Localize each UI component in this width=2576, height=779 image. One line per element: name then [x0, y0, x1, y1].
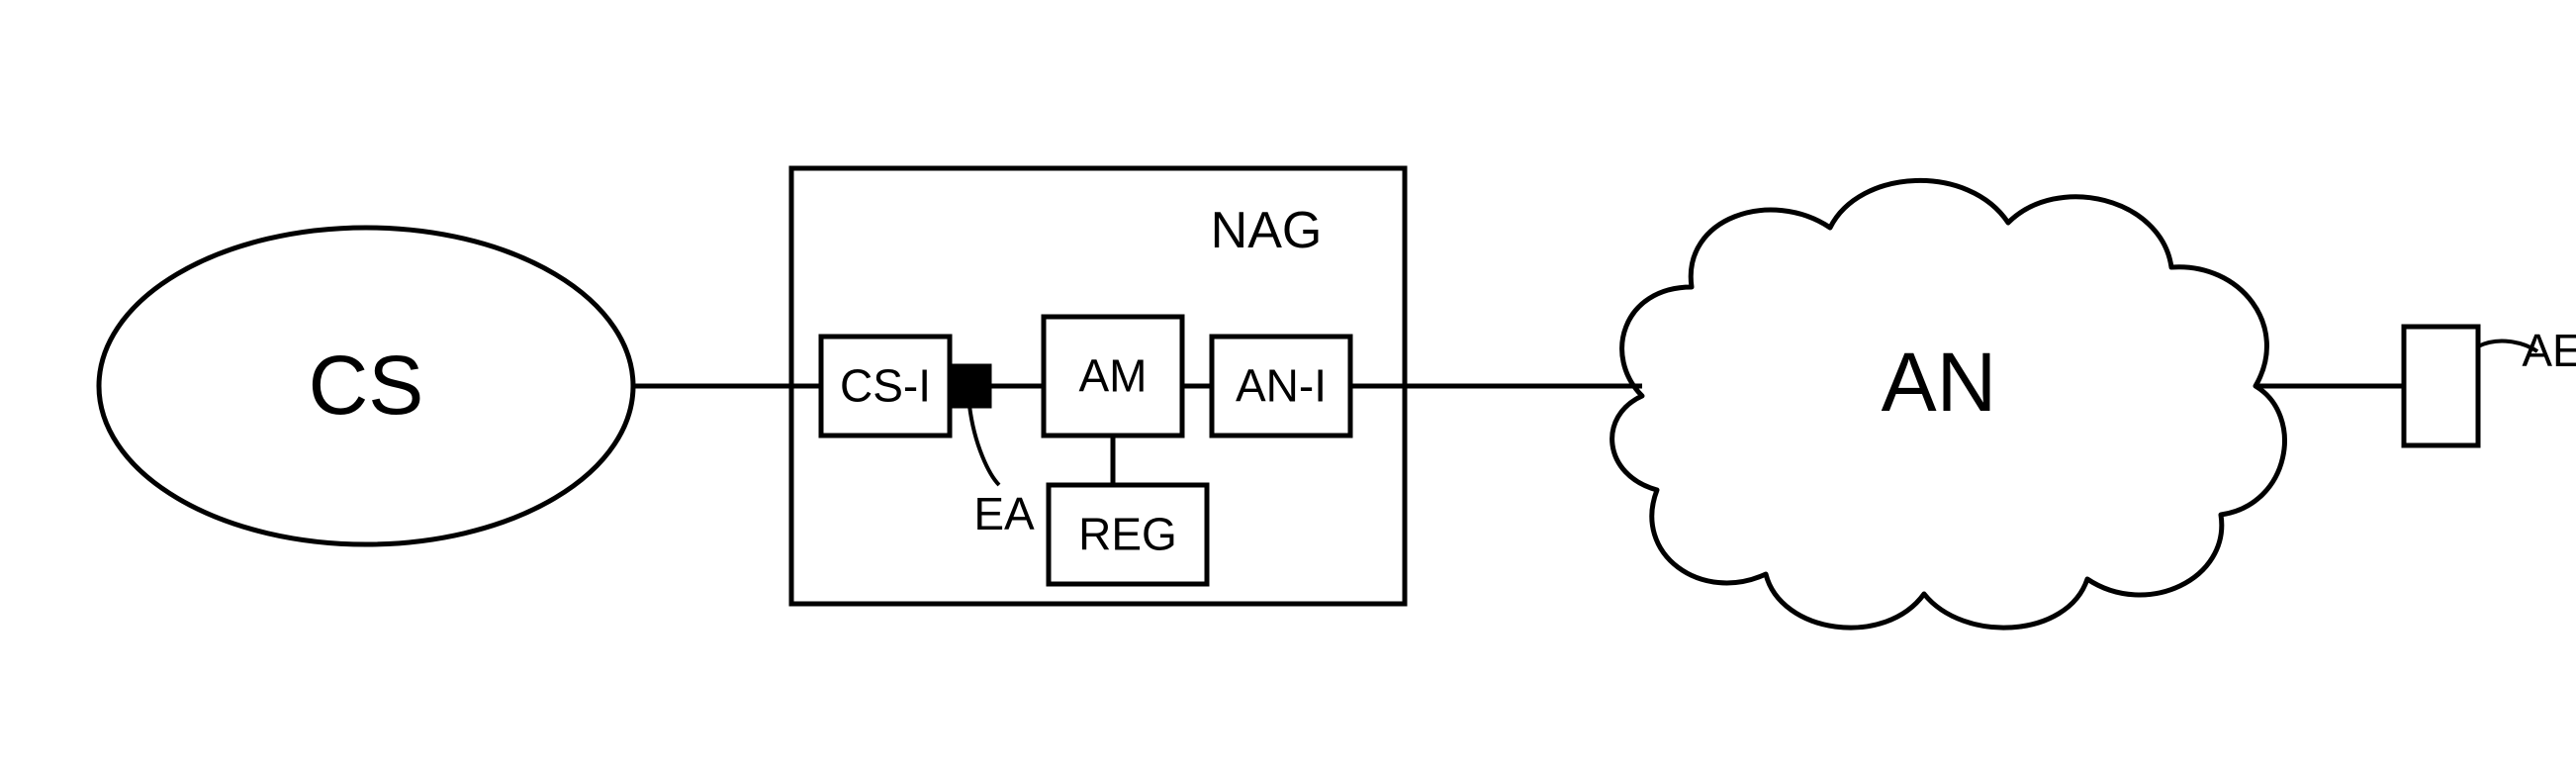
an-i-box-label: AN-I: [1236, 359, 1327, 411]
ae-box: [2404, 327, 2478, 445]
ae-label: AE: [2522, 325, 2576, 376]
am-box-label: AM: [1079, 349, 1148, 401]
ea-box: [950, 366, 989, 406]
cs-label: CS: [309, 339, 424, 432]
an-label: AN: [1882, 336, 1997, 429]
ea-label: EA: [973, 488, 1035, 539]
reg-box-label: REG: [1078, 508, 1177, 559]
cs-i-box-label: CS-I: [840, 359, 931, 411]
nag-label: NAG: [1211, 202, 1323, 259]
